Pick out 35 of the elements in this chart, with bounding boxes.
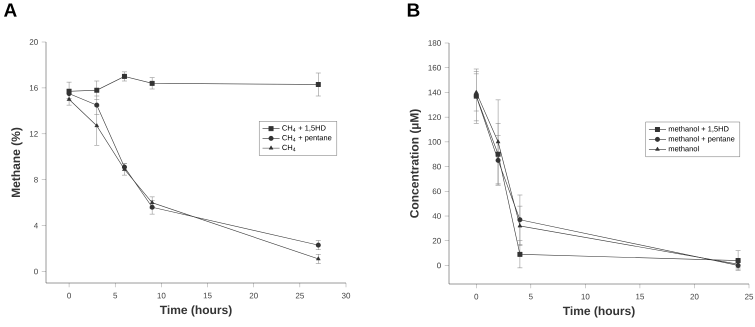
x-tick-label: 15 <box>636 294 644 300</box>
x-tick-label: 0 <box>67 292 71 298</box>
x-axis-title: Time (hours) <box>160 305 232 317</box>
x-tick-label: 5 <box>528 294 533 300</box>
y-tick-label: 120 <box>428 114 441 120</box>
x-tick-label: 10 <box>582 294 590 300</box>
y-tick-label: 4 <box>34 222 38 228</box>
chart-title: A <box>4 4 17 17</box>
y-tick-label: 60 <box>432 188 441 194</box>
y-axis-title: Methane (%) <box>11 128 22 198</box>
y-tick-label: 100 <box>428 139 441 145</box>
x-tick-label: 30 <box>342 292 350 298</box>
x-tick-label: 20 <box>690 294 699 300</box>
y-tick-label: 80 <box>432 164 441 170</box>
y-tick-label: 0 <box>437 262 441 268</box>
y-tick-label: 160 <box>428 64 441 71</box>
x-axis-title: Time (hours) <box>562 306 635 318</box>
y-tick-label: 0 <box>34 268 38 274</box>
x-tick-label: 25 <box>744 294 754 300</box>
y-tick-label: 180 <box>428 40 441 46</box>
y-tick-label: 140 <box>428 90 441 96</box>
x-tick-label: 15 <box>204 292 212 298</box>
y-tick-label: 20 <box>432 238 441 244</box>
x-tick-label: 20 <box>250 292 258 298</box>
y-axis-title: Concentration (µM) <box>410 109 421 218</box>
y-tick-label: 16 <box>30 85 38 91</box>
y-tick-label: 8 <box>34 176 38 183</box>
x-tick-label: 25 <box>296 292 304 298</box>
x-tick-label: 10 <box>158 292 166 298</box>
y-tick-label: 40 <box>432 213 441 219</box>
x-tick-label: 5 <box>113 292 118 298</box>
chart-title: B <box>408 4 420 17</box>
x-tick-label: 0 <box>474 294 478 300</box>
y-tick-label: 20 <box>30 39 38 45</box>
y-tick-label: 12 <box>30 131 38 137</box>
